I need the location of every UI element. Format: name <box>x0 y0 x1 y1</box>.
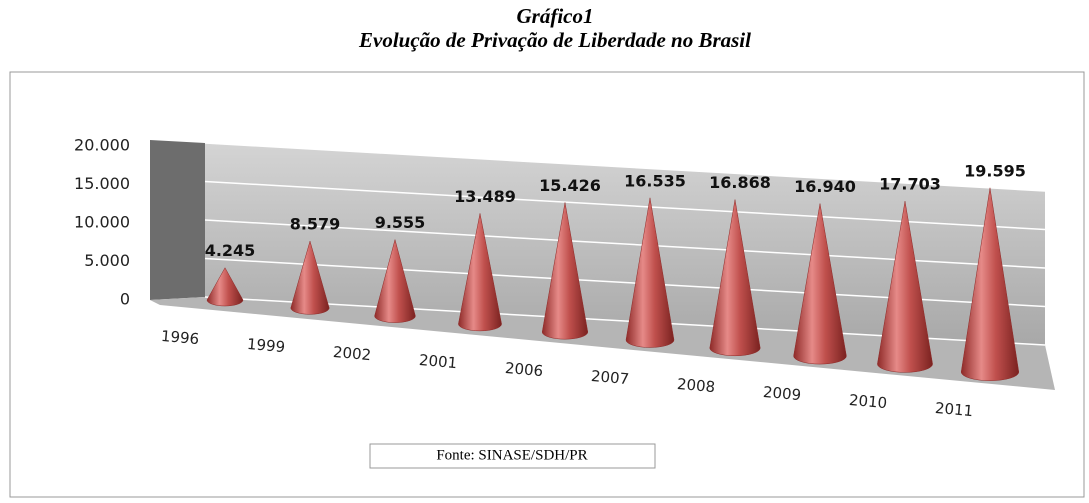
x-tick-label: 1999 <box>246 335 286 356</box>
value-label: 9.555 <box>375 213 426 232</box>
value-label: 8.579 <box>290 215 341 234</box>
x-tick-label: 2008 <box>676 375 716 396</box>
y-tick-label: 20.000 <box>74 136 130 155</box>
cone <box>625 197 675 348</box>
value-label: 16.940 <box>794 177 856 196</box>
x-tick-label: 2007 <box>590 367 630 388</box>
cone <box>458 213 502 332</box>
cone <box>960 187 1020 381</box>
cone <box>374 238 416 323</box>
cone <box>206 267 244 307</box>
value-label: 15.426 <box>539 176 601 195</box>
y-tick-label: 15.000 <box>74 174 130 193</box>
chart-subtitle: Evolução de Privação de Liberdade no Bra… <box>358 28 751 52</box>
chart-frame <box>9 71 1085 498</box>
source: Fonte: SINASE/SDH/PR <box>436 447 587 463</box>
floor <box>150 297 1055 390</box>
x-tick-label: 2010 <box>848 391 888 412</box>
value-label: 19.595 <box>964 161 1026 180</box>
value-label: 4.245 <box>205 241 256 260</box>
x-tick-label: 2002 <box>332 343 372 364</box>
value-label: 13.489 <box>454 187 516 206</box>
cone <box>709 199 761 357</box>
grid-line <box>204 142 1046 192</box>
cone <box>290 240 330 315</box>
x-tick-label: 2001 <box>418 351 458 372</box>
x-tick-label: 2009 <box>762 383 802 404</box>
value-label: 17.703 <box>879 175 941 194</box>
y-tick-label: 0 <box>120 290 130 309</box>
cone <box>541 202 589 340</box>
value-label: 16.535 <box>624 171 686 190</box>
cone <box>877 201 933 373</box>
y-tick-label: 5.000 <box>84 251 130 270</box>
x-tick-label: 1996 <box>160 327 200 348</box>
source-box <box>369 443 656 469</box>
x-tick-label: 2011 <box>934 399 974 420</box>
side-wall <box>150 140 205 300</box>
value-label: 16.868 <box>709 173 771 192</box>
cone <box>793 203 847 365</box>
x-tick-label: 2006 <box>504 359 544 380</box>
y-tick-label: 10.000 <box>74 213 130 232</box>
chart-title: Gráfico1 <box>517 4 594 28</box>
